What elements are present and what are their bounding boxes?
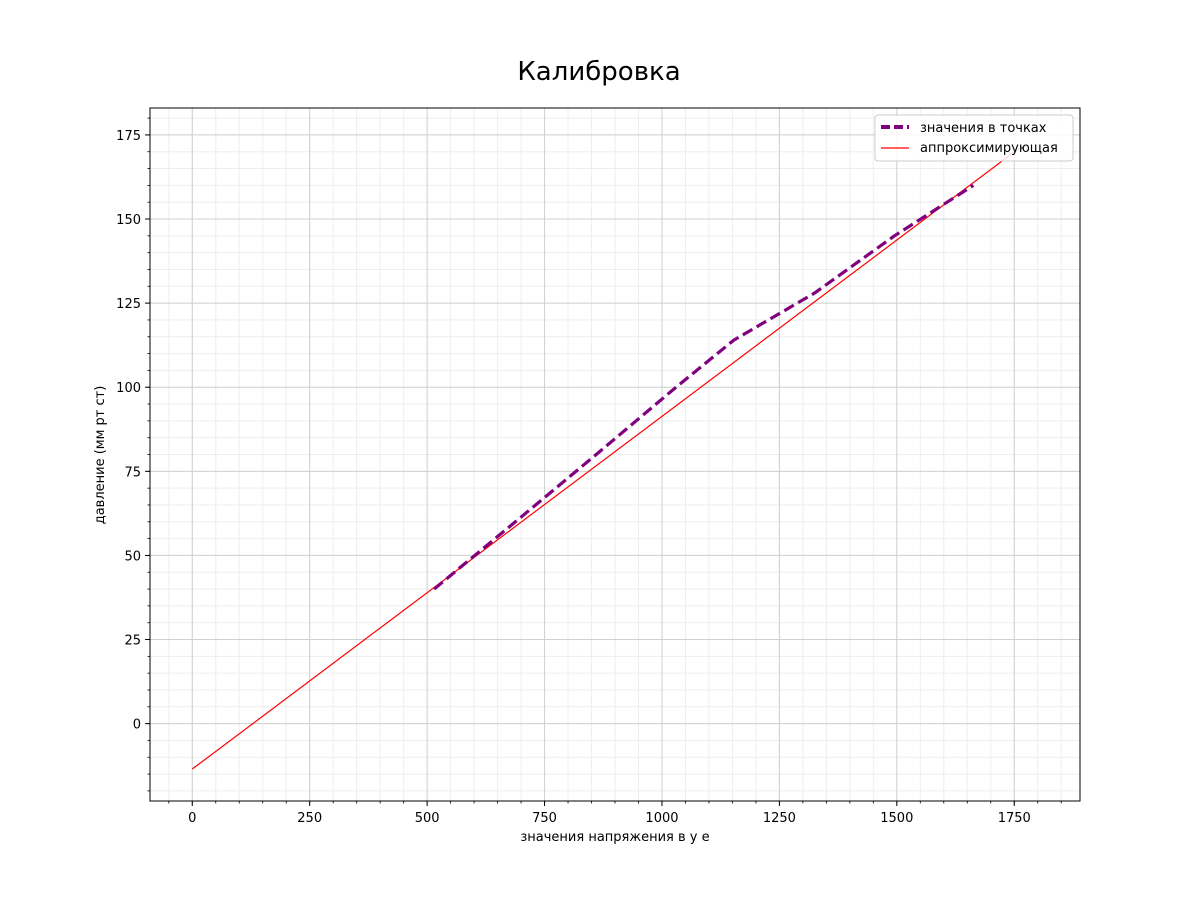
major-grid xyxy=(150,108,1080,801)
y-tick-label: 75 xyxy=(124,465,141,480)
y-tick-label: 150 xyxy=(116,213,141,228)
y-tick-label: 100 xyxy=(116,381,141,396)
x-tick-label: 1750 xyxy=(998,811,1031,826)
x-tick-label: 1000 xyxy=(645,811,678,826)
x-axis-label: значения напряжения в у е xyxy=(520,830,709,845)
legend-box xyxy=(874,114,1074,162)
y-tick-label: 25 xyxy=(124,634,141,649)
x-tick-label: 750 xyxy=(532,811,557,826)
series-layer xyxy=(191,147,1020,770)
chart-title: Калибровка xyxy=(517,57,680,87)
legend-label-approx: аппроксимирующая xyxy=(920,141,1058,156)
x-axis-ticks: 0 250 500 750 1000 1250 1500 1750 xyxy=(168,801,1062,826)
x-tick-label: 1250 xyxy=(763,811,796,826)
y-tick-label: 50 xyxy=(124,549,141,564)
x-tick-label: 500 xyxy=(415,811,440,826)
legend-label-points: значения в точках xyxy=(920,121,1047,136)
x-tick-label: 0 xyxy=(188,811,196,826)
legend: значения в точках аппроксимирующая xyxy=(874,114,1074,162)
series-line-points xyxy=(433,184,975,591)
y-tick-label: 175 xyxy=(116,129,141,144)
y-axis-label: давление (мм рт ст) xyxy=(93,386,108,525)
y-axis-ticks: 0 25 50 75 100 125 150 175 xyxy=(116,117,150,792)
series-line-approx xyxy=(191,147,1020,770)
y-tick-label: 0 xyxy=(133,718,141,733)
x-tick-label: 250 xyxy=(297,811,322,826)
y-tick-label: 125 xyxy=(116,297,141,312)
x-tick-label: 1500 xyxy=(880,811,913,826)
